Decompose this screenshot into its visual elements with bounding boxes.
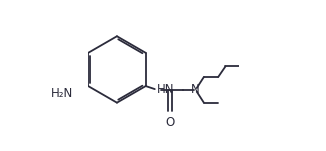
- Text: N: N: [191, 83, 200, 96]
- Text: O: O: [165, 116, 174, 129]
- Text: HN: HN: [157, 83, 174, 96]
- Text: H₂N: H₂N: [51, 87, 73, 100]
